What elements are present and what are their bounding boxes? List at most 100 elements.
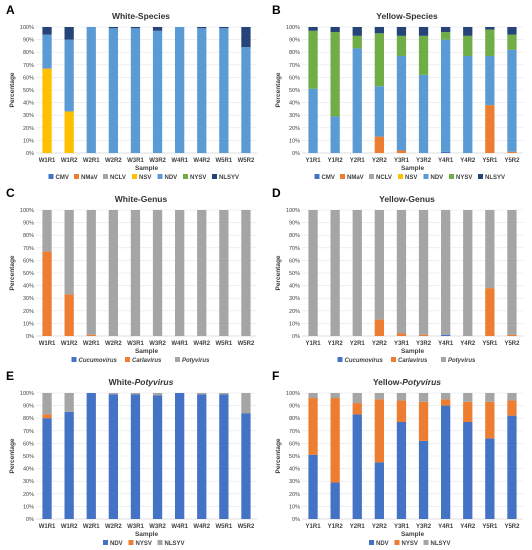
bar-segment-W1R1-NLSYV bbox=[42, 27, 52, 35]
x-tick-label: Y1R2 bbox=[328, 158, 344, 164]
bar-segment-W4R2-NDV bbox=[197, 394, 207, 519]
bar-segment-W1R1-Potyvirus bbox=[42, 210, 52, 252]
legend-label-NDV: NDV bbox=[165, 175, 178, 181]
bar-segment-W3R2-Potyvirus bbox=[152, 210, 163, 336]
chart-title-text: Yellow- bbox=[373, 377, 402, 387]
bar-segment-W1R1-NDV bbox=[42, 34, 52, 69]
bar-segment-Y1R2-NYSV bbox=[330, 398, 340, 483]
x-tick-label: Y1R1 bbox=[306, 341, 322, 347]
x-axis-label: Sample bbox=[135, 531, 159, 538]
y-tick-label: 80% bbox=[289, 233, 300, 239]
x-tick-label: Y2R2 bbox=[372, 341, 388, 347]
x-tick-label: W2R2 bbox=[105, 524, 122, 530]
legend-swatch-NDV bbox=[369, 540, 374, 545]
bar-segment-Y4R1-NYSV bbox=[441, 399, 451, 406]
bar-segment-Y1R2-NDV bbox=[330, 482, 340, 519]
bar-segment-Y5R1-Carlavirus bbox=[485, 288, 495, 336]
x-tick-label: W1R1 bbox=[39, 341, 56, 347]
bar-segment-Y2R1-NLSYV bbox=[352, 27, 362, 36]
bar-segment-Y2R2-NLSYV bbox=[374, 393, 384, 400]
bar-segment-Y5R1-NYSV bbox=[485, 401, 495, 439]
bar-segment-Y4R1-Potyvirus bbox=[441, 210, 451, 335]
legend-swatch-NMaV bbox=[340, 174, 345, 179]
bar-segment-Y2R2-NYSV bbox=[374, 33, 384, 87]
bar-segment-Y5R2-Potyvirus bbox=[507, 210, 517, 335]
bar-segment-Y4R2-NLSYV bbox=[463, 27, 473, 36]
legend-label-CMV: CMV bbox=[56, 175, 69, 181]
y-tick-label: 60% bbox=[289, 258, 300, 264]
y-tick-label: 50% bbox=[23, 454, 34, 460]
bar-segment-W1R1-Carlavirus bbox=[42, 251, 52, 336]
y-tick-label: 0% bbox=[26, 334, 34, 340]
legend-swatch-NLSYV bbox=[423, 540, 429, 545]
y-tick-label: 0% bbox=[26, 517, 34, 523]
bar-segment-Y2R2-NDV bbox=[374, 462, 384, 519]
x-axis-label: Sample bbox=[135, 165, 159, 172]
chart-panel-C: C White-Genus 0% 10% 20% 30% 40% 50% 60% 70% 80% 90… bbox=[6, 186, 257, 364]
y-tick-label: 100% bbox=[20, 208, 34, 214]
x-tick-label: Y2R1 bbox=[350, 341, 366, 347]
bar-segment-Y1R1-NLSYV bbox=[308, 27, 318, 31]
x-tick-label: W3R2 bbox=[149, 524, 166, 530]
bar-segment-W3R2-NDV bbox=[152, 395, 163, 519]
bar-segment-W4R2-Potyvirus bbox=[197, 210, 207, 336]
bar-segment-W5R2-NDV bbox=[241, 413, 251, 519]
bar-segment-Y1R2-NLSYV bbox=[330, 27, 340, 33]
y-tick-label: 30% bbox=[289, 296, 300, 302]
bar-segment-W2R1-NDV bbox=[86, 393, 96, 519]
bar-segment-Y4R2-NLSYV bbox=[463, 393, 473, 402]
legend-label-NDV: NDV bbox=[431, 175, 444, 181]
y-tick-label: 0% bbox=[292, 517, 300, 523]
bar-segment-W5R1-NDV bbox=[219, 28, 229, 153]
y-tick-label: 10% bbox=[23, 138, 34, 144]
bar-segment-W2R1-Potyvirus bbox=[86, 210, 96, 335]
bar-segment-Y5R1-NLSYV bbox=[485, 27, 495, 30]
legend-swatch-NDV bbox=[157, 174, 163, 179]
legend-swatch-NSV bbox=[398, 174, 403, 179]
bar-segment-W2R2-NDV bbox=[108, 28, 118, 153]
bar-segment-Y5R1-Potyvirus bbox=[485, 210, 495, 289]
chart-panel-A: A White-Species 0% 10% 20% 30% 40% 50% 60% 70% 80%… bbox=[6, 3, 257, 181]
x-tick-label: Y3R2 bbox=[416, 524, 432, 530]
x-tick-label: W4R2 bbox=[193, 341, 210, 347]
bar-segment-W1R2-NDV bbox=[64, 411, 74, 519]
bar-segment-Y1R2-Potyvirus bbox=[330, 210, 340, 336]
bar-segment-Y5R1-NLSYV bbox=[485, 393, 495, 402]
y-tick-label: 90% bbox=[23, 221, 34, 227]
y-tick-label: 90% bbox=[289, 404, 300, 410]
legend-label-NYSV: NYSV bbox=[456, 175, 472, 181]
x-tick-label: W3R2 bbox=[149, 158, 166, 164]
legend-label-NLSYV: NLSYV bbox=[485, 175, 505, 181]
y-tick-label: 30% bbox=[23, 479, 34, 485]
bar-segment-Y3R2-NDV bbox=[418, 74, 429, 153]
bar-segment-W5R2-NDV bbox=[241, 47, 251, 153]
bar-segment-Y3R1-NYSV bbox=[396, 35, 407, 56]
x-tick-label: W1R1 bbox=[39, 158, 56, 164]
bar-segment-W1R1-NDV bbox=[42, 418, 52, 519]
bar-segment-Y2R1-Potyvirus bbox=[352, 210, 362, 336]
bar-segment-W3R1-NDV bbox=[130, 394, 141, 519]
legend-label-Cucumovirus: Cucumovirus bbox=[345, 358, 384, 364]
x-tick-label: W1R2 bbox=[61, 524, 78, 530]
x-tick-label: Y4R1 bbox=[438, 341, 454, 347]
bar-segment-Y2R2-Carlavirus bbox=[374, 319, 384, 336]
x-tick-label: Y1R2 bbox=[328, 341, 344, 347]
chart-panel-F: F Yellow-Potyvirus 0% 10% 20% 30% 40% 50% 60% 70%… bbox=[272, 369, 523, 547]
x-tick-label: W4R2 bbox=[193, 524, 210, 530]
bar-segment-Y3R1-NDV bbox=[396, 421, 407, 519]
bar-segment-W4R1-NDV bbox=[175, 27, 185, 153]
chart-title: Yellow-Genus bbox=[379, 194, 435, 204]
x-axis-label: Sample bbox=[135, 348, 159, 355]
legend-label-NDV: NDV bbox=[110, 541, 123, 547]
y-tick-label: 40% bbox=[289, 467, 300, 473]
bar-segment-Y2R1-NLSYV bbox=[352, 393, 362, 404]
x-tick-label: Y4R1 bbox=[438, 524, 454, 530]
bar-segment-W4R1-Potyvirus bbox=[175, 210, 185, 336]
bar-segment-Y1R1-NDV bbox=[308, 454, 318, 519]
bar-segment-Y4R1-NLSYV bbox=[441, 27, 451, 33]
legend-label-Carlavirus: Carlavirus bbox=[132, 358, 162, 364]
x-tick-label: Y2R1 bbox=[350, 158, 366, 164]
chart-title: Yellow-Potyvirus bbox=[373, 377, 441, 387]
y-tick-label: 100% bbox=[20, 391, 34, 397]
